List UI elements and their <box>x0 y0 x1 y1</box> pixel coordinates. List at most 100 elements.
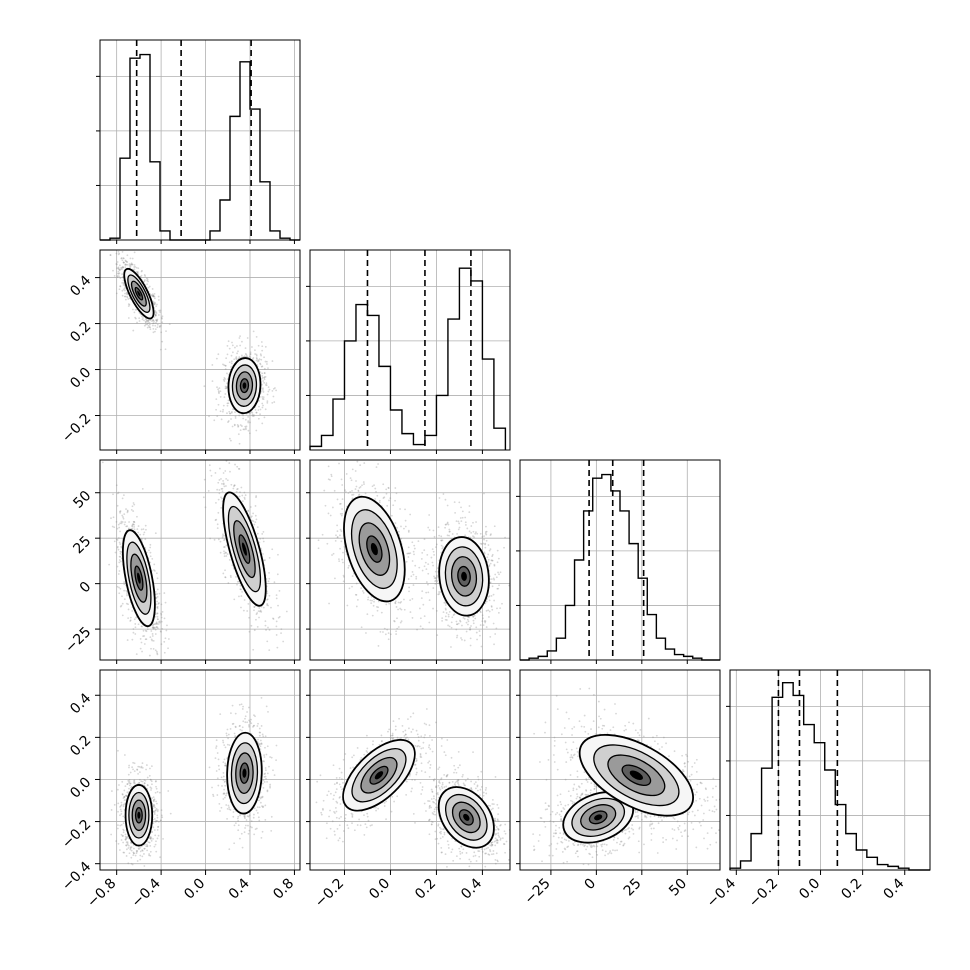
sample-point <box>154 330 156 333</box>
sample-point <box>147 319 150 322</box>
sample-point <box>336 498 339 501</box>
sample-point <box>211 364 214 366</box>
sample-point <box>154 532 157 535</box>
sample-point <box>240 606 242 609</box>
sample-point <box>146 322 149 325</box>
sample-point <box>385 488 388 491</box>
sample-point <box>267 580 270 583</box>
sample-point <box>393 619 395 622</box>
sample-point <box>154 314 157 317</box>
sample-point <box>425 581 428 583</box>
sample-point <box>210 474 213 477</box>
sample-point <box>257 359 260 362</box>
sample-point <box>341 558 344 561</box>
sample-point <box>156 627 159 630</box>
sample-point <box>158 620 161 623</box>
sample-point <box>484 532 487 535</box>
sample-point <box>155 621 158 624</box>
sample-point <box>131 505 134 508</box>
sample-point <box>217 353 220 356</box>
sample-point <box>338 560 341 563</box>
sample-point <box>161 627 164 630</box>
sample-point <box>156 593 159 595</box>
sample-point <box>264 559 266 562</box>
sample-point <box>441 619 444 622</box>
sample-point <box>455 628 458 631</box>
sample-point <box>227 340 230 343</box>
sample-point <box>154 302 157 305</box>
sample-point <box>153 316 156 318</box>
sample-point <box>383 496 386 499</box>
sample-point <box>129 619 132 622</box>
sample-point <box>407 546 410 549</box>
sample-point <box>241 354 243 357</box>
sample-point <box>482 624 485 627</box>
sample-point <box>261 365 264 368</box>
sample-point <box>472 619 475 622</box>
sample-point <box>236 424 239 426</box>
sample-point <box>491 559 494 562</box>
sample-point <box>164 348 167 351</box>
sample-point <box>476 532 479 535</box>
sample-point <box>485 539 488 542</box>
sample-point <box>394 522 397 524</box>
sample-point <box>491 585 494 588</box>
sample-point <box>126 296 129 299</box>
sample-point <box>275 625 278 628</box>
sample-point <box>160 613 163 616</box>
sample-point <box>247 602 250 605</box>
sample-point <box>218 479 221 481</box>
sample-point <box>137 531 140 534</box>
sample-point <box>453 501 456 503</box>
sample-point <box>445 523 448 526</box>
sample-point <box>224 378 227 380</box>
sample-point <box>118 252 121 255</box>
sample-point <box>367 596 370 599</box>
sample-point <box>444 615 447 618</box>
sample-point <box>263 367 266 370</box>
sample-point <box>153 301 156 304</box>
sample-point <box>231 351 234 354</box>
sample-point <box>431 548 434 551</box>
sample-point <box>451 616 454 619</box>
sample-point <box>118 275 120 278</box>
sample-point <box>116 527 119 530</box>
sample-point <box>329 479 331 481</box>
sample-point <box>151 320 153 323</box>
sample-point <box>125 263 128 266</box>
sample-point <box>159 621 161 624</box>
sample-point <box>388 499 390 502</box>
sample-point <box>466 618 469 621</box>
sample-point <box>411 541 414 544</box>
sample-point <box>145 319 148 322</box>
sample-point <box>332 552 335 555</box>
sample-point <box>152 295 155 297</box>
sample-point <box>144 275 147 277</box>
sample-point <box>490 605 493 607</box>
sample-point <box>149 546 152 549</box>
sample-point <box>165 629 168 632</box>
sample-point <box>360 587 363 589</box>
sample-point <box>121 514 124 517</box>
sample-point <box>118 592 121 595</box>
sample-point <box>253 414 255 417</box>
sample-point <box>236 583 238 586</box>
sample-point <box>266 400 269 403</box>
sample-point <box>236 345 238 347</box>
sample-point <box>247 510 249 513</box>
sample-point <box>222 404 225 407</box>
sample-point <box>240 425 243 427</box>
sample-point <box>253 609 255 612</box>
sample-point <box>501 602 503 605</box>
sample-point <box>115 292 118 295</box>
sample-point <box>144 638 147 641</box>
sample-point <box>390 514 393 517</box>
sample-point <box>484 620 487 623</box>
sample-point <box>257 359 259 361</box>
sample-point <box>121 289 124 292</box>
sample-point <box>216 488 219 491</box>
sample-point <box>258 358 261 361</box>
sample-point <box>434 570 437 573</box>
sample-point <box>217 481 220 484</box>
sample-point <box>152 302 155 304</box>
